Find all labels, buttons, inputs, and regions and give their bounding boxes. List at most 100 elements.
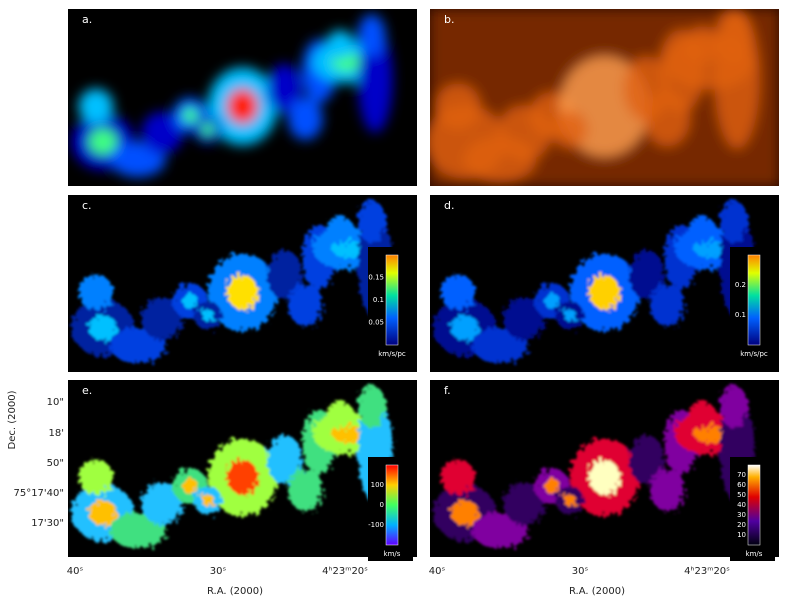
emission (440, 459, 476, 496)
panel: b. (430, 9, 779, 186)
colorbar-tick-label: 0.05 (368, 319, 384, 327)
x-tick-label: 40ˢ (67, 566, 84, 577)
emission (628, 434, 664, 485)
emission-peak (544, 293, 561, 310)
emission (326, 401, 355, 430)
colorbar-unit: km/s/pc (740, 350, 768, 358)
colorbar-tick-label: 60 (737, 481, 746, 489)
y-tick-label: 10" (47, 397, 64, 408)
colorbar-tick-label: 50 (737, 491, 746, 499)
emission-peak (563, 493, 576, 507)
x-axis-label: R.A. (2000) (207, 586, 263, 597)
emission (78, 274, 114, 311)
emission (266, 63, 302, 114)
panel-label: d. (444, 199, 454, 212)
emission-peak (182, 478, 199, 495)
colorbar-tick-label: 30 (737, 511, 746, 519)
colorbar (385, 464, 399, 546)
x-tick-label: 4ʰ23ᵐ20ˢ (322, 566, 368, 577)
emission (326, 216, 355, 245)
panel-image (71, 14, 393, 178)
panel-label: f. (444, 384, 451, 397)
emission-peak (88, 500, 118, 526)
emission (440, 274, 476, 311)
colorbar-tick-label: 70 (737, 471, 746, 479)
panel-label: a. (82, 13, 92, 26)
y-tick-label: 18' (49, 428, 64, 439)
emission-peak (226, 459, 259, 495)
emission (357, 200, 386, 243)
emission (287, 283, 323, 326)
y-axis-label: Dec. (2000) (7, 390, 18, 449)
emission-peak (226, 274, 259, 310)
emission (266, 249, 302, 300)
emission (357, 385, 386, 428)
emission-peak (588, 274, 621, 310)
emission (649, 468, 685, 511)
emission (287, 468, 323, 511)
x-tick-label: 30ˢ (572, 566, 589, 577)
emission-peak (88, 129, 118, 155)
emission-peak (563, 308, 576, 322)
colorbar-unit: km/s (746, 550, 763, 558)
emission (141, 111, 184, 155)
panel-image (430, 9, 779, 186)
emission (141, 482, 184, 526)
emission (78, 459, 114, 496)
emission (503, 482, 546, 526)
emission-peak (201, 308, 214, 322)
colorbar-tick-label: -100 (368, 521, 384, 529)
x-axis-label: R.A. (2000) (569, 586, 625, 597)
x-tick-label: 40ˢ (429, 566, 446, 577)
emission (266, 434, 302, 485)
colorbar-tick-label: 0.1 (735, 311, 746, 319)
panel-label: e. (82, 384, 92, 397)
panel: c. 0.15 0.1 0.05 km/s/pc (68, 195, 417, 372)
emission (644, 91, 691, 147)
colorbar-unit: km/s (384, 550, 401, 558)
y-tick-label: 17'30" (31, 518, 64, 529)
emission (78, 88, 114, 125)
x-tick-label: 30ˢ (210, 566, 227, 577)
emission-peak (226, 88, 259, 124)
colorbar-tick-label: 10 (737, 531, 746, 539)
panel-image (71, 200, 393, 364)
emission (649, 283, 685, 326)
emission (503, 297, 546, 341)
panel-image (71, 385, 393, 549)
panel: f. 70 60 50 40 30 20 10 km/s (430, 380, 779, 561)
panel: e. 100 0 -100 km/s (68, 380, 417, 561)
emission-peak (450, 500, 480, 526)
emission-peak (588, 459, 621, 495)
colorbar-tick-label: 100 (371, 481, 384, 489)
panel-label: c. (82, 199, 92, 212)
emission (688, 216, 717, 245)
colorbar-tick-label: 0.1 (373, 296, 384, 304)
emission-peak (88, 315, 118, 341)
panel-image (433, 385, 755, 549)
emission (357, 14, 386, 57)
emission-peak (182, 107, 199, 124)
emission (141, 297, 184, 341)
emission (326, 30, 355, 59)
emission-peak (201, 122, 214, 136)
emission-peak (182, 293, 199, 310)
colorbar-tick-label: 40 (737, 501, 746, 509)
colorbar-unit: km/s/pc (378, 350, 406, 358)
emission (719, 200, 748, 243)
emission (551, 110, 588, 148)
colorbar-tick-label: 20 (737, 521, 746, 529)
colorbar (385, 254, 399, 346)
emission-peak (450, 315, 480, 341)
colorbar-tick-label: 0.2 (735, 281, 746, 289)
panel: a. (68, 9, 417, 186)
emission (688, 401, 717, 430)
emission (715, 9, 752, 64)
colorbar (747, 464, 761, 546)
y-tick-label: 75°17'40" (13, 488, 64, 499)
colorbar-tick-label: 0 (380, 501, 384, 509)
x-tick-label: 4ʰ23ᵐ20ˢ (684, 566, 730, 577)
panel-label: b. (444, 13, 454, 26)
emission (719, 385, 748, 428)
